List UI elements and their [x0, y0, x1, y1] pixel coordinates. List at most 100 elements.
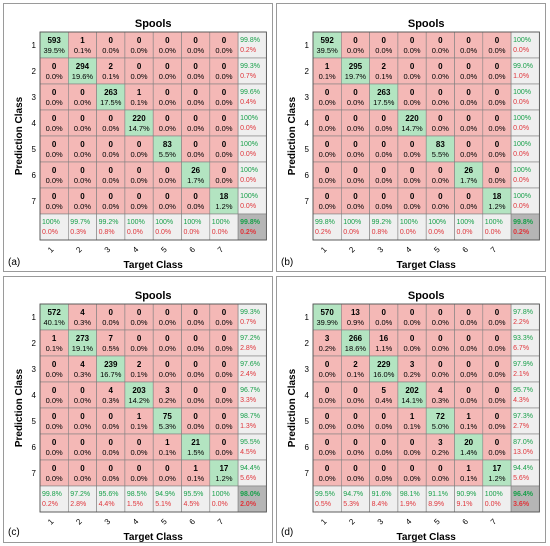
cell-count: 0: [109, 114, 114, 123]
matrix-cell: [397, 187, 427, 215]
col-recall: 91.6%: [372, 491, 392, 498]
cell-percent: 0.0%: [102, 202, 119, 211]
cell-count: 4: [109, 386, 114, 395]
cell-count: 0: [137, 464, 142, 473]
cell-percent: 0.0%: [432, 344, 449, 353]
panel-label: (a): [8, 257, 20, 268]
cell-count: 0: [325, 166, 330, 175]
col-summary-cell: [454, 213, 484, 241]
col-summary-cell: [312, 213, 342, 241]
cell-count: 7: [109, 334, 114, 343]
cell-percent: 0.0%: [403, 474, 420, 483]
matrix-cell: [181, 381, 211, 409]
cell-percent: 0.1%: [187, 474, 204, 483]
y-tick-label: 5: [305, 145, 310, 154]
cell-count: 0: [410, 36, 415, 45]
cell-count: 0: [109, 438, 114, 447]
col-recall: 98.1%: [400, 491, 420, 498]
matrix-cell: [96, 433, 126, 461]
matrix-cell: [425, 57, 455, 85]
cell-count: 0: [52, 192, 57, 201]
matrix-cell: [425, 161, 455, 189]
matrix-cell: [482, 187, 512, 215]
matrix-cell: [397, 109, 427, 137]
y-tick-label: 2: [32, 339, 37, 348]
col-summary-cell: [124, 485, 154, 513]
cell-percent: 0.0%: [488, 422, 505, 431]
cell-percent: 0.0%: [375, 474, 392, 483]
cell-count: 0: [52, 166, 57, 175]
cell-count: 0: [165, 88, 170, 97]
x-tick-label: 3: [376, 245, 386, 255]
x-tick-label: 1: [319, 517, 329, 527]
cell-percent: 0.0%: [74, 396, 91, 405]
cell-count: 0: [495, 360, 500, 369]
col-summary-cell: [454, 485, 484, 513]
x-tick-label: 7: [216, 517, 226, 527]
col-error: 0.8%: [372, 229, 388, 236]
cell-count: 0: [438, 114, 443, 123]
row-summary-cell: [510, 187, 540, 215]
cell-count: 0: [438, 166, 443, 175]
matrix-cell: [482, 83, 512, 111]
cell-count: 0: [222, 166, 227, 175]
cell-count: 75: [163, 412, 172, 421]
cell-percent: 0.0%: [159, 202, 176, 211]
matrix-cell: [369, 109, 399, 137]
cell-percent: 0.0%: [215, 422, 232, 431]
matrix-cell: [425, 303, 455, 331]
row-summary-cell: [237, 57, 267, 85]
cell-count: 0: [193, 412, 198, 421]
cell-count: 202: [405, 386, 419, 395]
col-summary-cell: [39, 213, 69, 241]
cell-count: 0: [438, 464, 443, 473]
chart-title: Spools: [135, 18, 172, 30]
row-precision: 98.7%: [240, 413, 260, 420]
matrix-cell: [397, 57, 427, 85]
cell-percent: 0.0%: [215, 370, 232, 379]
col-recall: 100%: [127, 219, 145, 226]
cell-count: 0: [438, 308, 443, 317]
cell-percent: 0.0%: [215, 318, 232, 327]
cell-percent: 0.0%: [102, 318, 119, 327]
row-summary-cell: [510, 433, 540, 461]
cell-percent: 0.0%: [187, 98, 204, 107]
cell-percent: 0.0%: [187, 150, 204, 159]
cell-count: 0: [466, 192, 471, 201]
y-tick-label: 3: [32, 365, 37, 374]
cell-count: 0: [466, 386, 471, 395]
cell-count: 1: [80, 36, 85, 45]
matrix-cell: [482, 329, 512, 357]
cell-percent: 1.1%: [375, 344, 392, 353]
matrix-cell: [209, 303, 239, 331]
x-tick-label: 5: [159, 245, 169, 255]
cell-percent: 0.0%: [130, 344, 147, 353]
row-precision: 97.6%: [240, 361, 260, 368]
row-summary-cell: [237, 109, 267, 137]
cell-count: 0: [109, 308, 114, 317]
matrix-cell: [39, 407, 69, 435]
col-summary-cell: [425, 485, 455, 513]
cell-percent: 0.0%: [347, 98, 364, 107]
matrix-cell: [397, 381, 427, 409]
col-recall: 100%: [400, 219, 418, 226]
row-error: 0.0%: [240, 151, 256, 158]
matrix-cell: [209, 329, 239, 357]
col-error: 0.0%: [212, 501, 228, 508]
x-tick-label: 4: [131, 245, 141, 255]
cell-count: 0: [109, 166, 114, 175]
cell-percent: 0.0%: [319, 98, 336, 107]
matrix-cell: [482, 109, 512, 137]
cell-percent: 0.1%: [403, 422, 420, 431]
cell-percent: 1.2%: [215, 202, 232, 211]
row-error: 2.7%: [513, 423, 529, 430]
row-summary-cell: [510, 303, 540, 331]
cell-count: 0: [165, 334, 170, 343]
cell-count: 26: [464, 166, 473, 175]
x-tick-label: 6: [188, 517, 198, 527]
matrix-cell: [39, 355, 69, 383]
cell-count: 17: [219, 464, 228, 473]
matrix-cell: [425, 329, 455, 357]
col-error: 0.0%: [155, 229, 171, 236]
